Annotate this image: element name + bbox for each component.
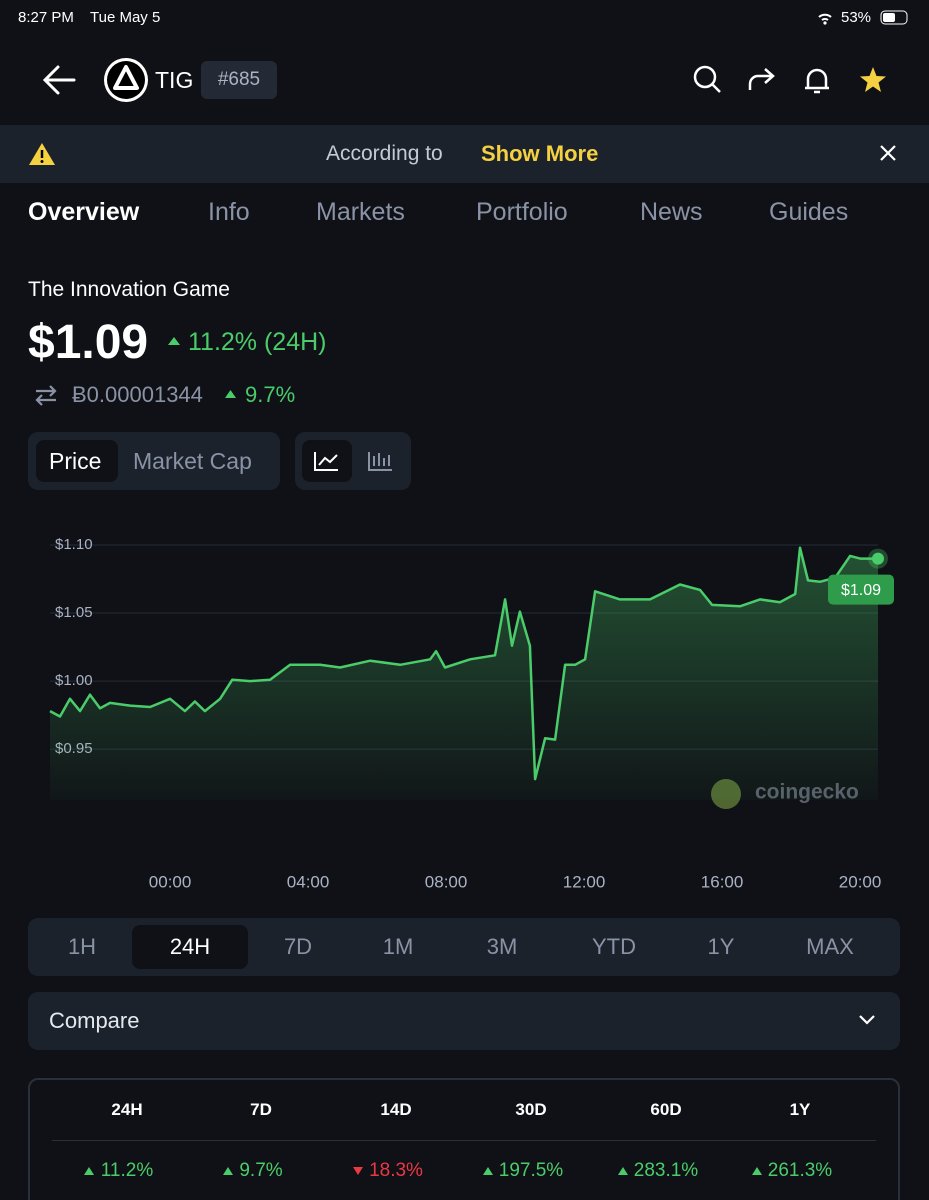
share-button[interactable] — [748, 68, 775, 90]
stat-change: 261.3% — [767, 1160, 833, 1181]
chevron — [859, 1015, 875, 1025]
range-button[interactable]: 3M — [486, 934, 518, 959]
x-tick-label: 20:00 — [839, 872, 882, 891]
alert-button[interactable] — [805, 68, 829, 94]
header-actions — [693, 65, 886, 94]
x-tick-label: 08:00 — [425, 872, 468, 891]
rank-badge: #685 — [201, 61, 277, 99]
candle-chart-button[interactable] — [368, 452, 392, 471]
range-button[interactable]: 7D — [283, 934, 313, 959]
search-button[interactable] — [693, 65, 721, 93]
stat-change: 283.1% — [633, 1160, 699, 1181]
tab[interactable]: Info — [208, 198, 250, 226]
stat-change: 11.2% — [100, 1160, 154, 1181]
price-line — [49, 546, 878, 781]
stat-period: 60D — [650, 1100, 682, 1119]
tab[interactable]: Guides — [769, 198, 849, 226]
stat-period: 30D — [515, 1100, 547, 1119]
coin-symbol: TIG — [155, 67, 194, 93]
back-button[interactable] — [40, 62, 80, 98]
selected-toggle — [36, 440, 118, 482]
range-button[interactable]: 1M — [382, 934, 414, 959]
close-banner[interactable] — [878, 143, 898, 163]
banner — [0, 125, 929, 183]
stat-change: 9.7% — [239, 1160, 283, 1181]
price-tag-bg — [828, 574, 894, 605]
trend-arrow — [617, 1167, 628, 1175]
trend-arrow — [352, 1167, 363, 1175]
show-more-link[interactable]: Show More — [481, 141, 599, 166]
tab[interactable]: Overview — [28, 198, 140, 226]
price-change: 11.2% (24H) — [188, 328, 327, 356]
stat-change: 197.5% — [498, 1160, 564, 1181]
trend-arrow — [223, 1167, 233, 1175]
coin-logo — [104, 58, 148, 102]
btc-change: 9.7% — [245, 382, 296, 407]
tab[interactable]: Portfolio — [476, 198, 568, 226]
toggle-price[interactable]: Price — [49, 448, 102, 474]
stat-period: 24H — [111, 1100, 143, 1119]
selected-chart-type — [302, 440, 352, 482]
area-fill — [50, 547, 878, 800]
banner-text: According to — [326, 142, 443, 165]
warning-icon — [29, 143, 55, 165]
y-tick-label: $1.10 — [55, 536, 93, 553]
last-point-dot — [872, 552, 884, 565]
x-tick-label: 16:00 — [701, 872, 744, 891]
range-button[interactable]: YTD — [592, 934, 636, 959]
price-chart: coingecko $0.95$1.00$1.05$1.1000:0004:00… — [49, 536, 894, 891]
range-button[interactable]: MAX — [806, 934, 854, 959]
status-time: 8:27 PM — [18, 9, 74, 26]
stats-table — [28, 1078, 900, 1200]
btc-price: Ƀ0.00001344 — [72, 382, 203, 407]
toggle-market-cap[interactable]: Market Cap — [133, 448, 252, 474]
range-button[interactable]: 1Y — [707, 934, 735, 959]
favorite-button[interactable] — [860, 67, 886, 92]
range-button[interactable]: 1H — [67, 934, 97, 959]
selected-range — [132, 925, 248, 969]
up-arrow — [168, 337, 180, 345]
stat-change: 18.3% — [369, 1160, 423, 1181]
tab[interactable]: News — [640, 198, 703, 226]
x-tick-label: 00:00 — [149, 872, 192, 891]
compare-dropdown[interactable] — [28, 992, 900, 1050]
x-tick-label: 12:00 — [563, 872, 606, 891]
x-tick-label: 04:00 — [287, 872, 330, 891]
trend-arrow — [751, 1167, 762, 1175]
y-tick-label: $1.00 — [55, 672, 93, 689]
range-button[interactable]: 24H — [169, 934, 211, 959]
status-icons — [818, 10, 908, 25]
stat-period: 14D — [380, 1100, 412, 1119]
y-tick-label: $1.05 — [55, 604, 93, 621]
trend-arrow — [83, 1167, 94, 1175]
swap-icon — [35, 385, 57, 406]
compare-label: Compare — [49, 1008, 140, 1033]
up-arrow — [225, 390, 236, 398]
stat-period: 7D — [250, 1100, 272, 1119]
coin-price: $1.09 — [28, 316, 149, 369]
divider — [52, 1140, 876, 1141]
battery-percent: 53% — [841, 9, 872, 26]
stat-period: 1Y — [789, 1100, 811, 1119]
price-tag: $1.09 — [841, 582, 881, 599]
coin-name: The Innovation Game — [28, 278, 230, 301]
status-date: Tue May 5 — [90, 9, 161, 26]
line-chart-button[interactable] — [314, 452, 338, 471]
tab[interactable]: Markets — [316, 198, 405, 226]
chart-type-icons — [314, 452, 392, 471]
trend-arrow — [482, 1167, 493, 1175]
